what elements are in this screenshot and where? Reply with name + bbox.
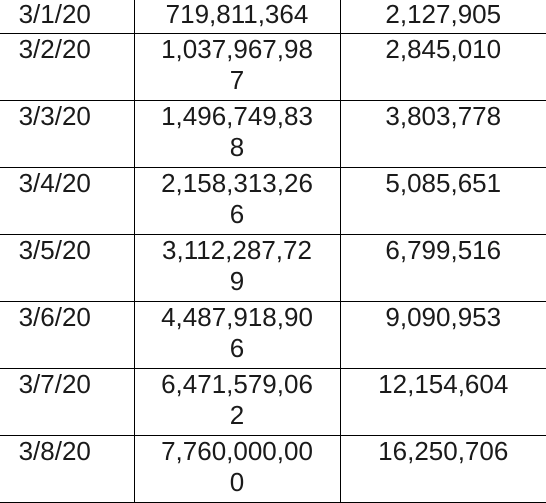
date-text: 3/7/20 <box>18 369 91 400</box>
value-b-text: 12,154,604 <box>378 369 509 400</box>
table-row: 3/2/20 1,037,967,98 7 2,845,010 <box>0 33 546 101</box>
value-a-cell: 1,496,749,83 8 <box>133 100 341 168</box>
table-row: 3/4/20 2,158,313,26 6 5,085,651 <box>0 167 546 235</box>
value-a-cell: 2,158,313,26 6 <box>133 167 341 235</box>
value-a-line2: 0 <box>229 467 245 497</box>
value-a-line2: 6 <box>229 199 245 229</box>
value-b-text: 16,250,706 <box>378 436 509 467</box>
value-b-cell: 2,127,905 <box>339 0 546 34</box>
value-b-text: 6,799,516 <box>385 235 502 266</box>
value-a-line1: 2,158,313,26 <box>161 168 313 199</box>
date-text: 3/5/20 <box>18 235 91 266</box>
value-a-cell: 6,471,579,06 2 <box>133 368 341 436</box>
value-b-cell: 5,085,651 <box>339 167 546 235</box>
date-text: 3/3/20 <box>18 101 91 132</box>
value-b-cell: 3,803,778 <box>339 100 546 168</box>
value-a-cell: 1,037,967,98 7 <box>133 33 341 101</box>
value-a-line1: 1,037,967,98 <box>161 34 313 65</box>
table-row: 3/6/20 4,487,918,90 6 9,090,953 <box>0 301 546 369</box>
value-a-line2: 8 <box>229 132 245 162</box>
value-a-line2: 9 <box>229 266 245 296</box>
date-cell: 3/5/20 <box>0 234 135 302</box>
date-text: 3/1/20 <box>18 0 91 29</box>
date-text: 3/8/20 <box>18 436 91 467</box>
date-cell: 3/2/20 <box>0 33 135 101</box>
date-cell: 3/8/20 <box>0 435 135 503</box>
value-b-text: 5,085,651 <box>385 168 502 199</box>
value-a-line1: 1,496,749,83 <box>161 101 313 132</box>
value-a-line2: 7 <box>229 65 245 95</box>
date-cell: 3/1/20 <box>0 0 135 34</box>
date-cell: 3/3/20 <box>0 100 135 168</box>
date-text: 3/2/20 <box>18 34 91 65</box>
value-b-cell: 12,154,604 <box>339 368 546 436</box>
table-row: 3/1/20 719,811,364 2,127,905 <box>0 0 546 34</box>
date-cell: 3/4/20 <box>0 167 135 235</box>
value-a-line1: 6,471,579,06 <box>161 369 313 400</box>
table-row: 3/3/20 1,496,749,83 8 3,803,778 <box>0 100 546 168</box>
date-cell: 3/7/20 <box>0 368 135 436</box>
value-b-cell: 6,799,516 <box>339 234 546 302</box>
value-b-text: 3,803,778 <box>385 101 502 132</box>
value-a-line2: 6 <box>229 333 245 363</box>
table-row: 3/8/20 7,760,000,00 0 16,250,706 <box>0 435 546 503</box>
table-row: 3/5/20 3,112,287,72 9 6,799,516 <box>0 234 546 302</box>
table-row: 3/7/20 6,471,579,06 2 12,154,604 <box>0 368 546 436</box>
value-b-text: 2,845,010 <box>385 34 502 65</box>
value-b-text: 2,127,905 <box>385 0 502 29</box>
date-cell: 3/6/20 <box>0 301 135 369</box>
value-b-cell: 2,845,010 <box>339 33 546 101</box>
date-text: 3/4/20 <box>18 168 91 199</box>
value-a-cell: 719,811,364 <box>133 0 341 34</box>
value-b-text: 9,090,953 <box>385 302 502 333</box>
value-a-line1: 7,760,000,00 <box>161 436 313 467</box>
value-a-line1: 4,487,918,90 <box>161 302 313 333</box>
value-a-cell: 4,487,918,90 6 <box>133 301 341 369</box>
value-a-cell: 7,760,000,00 0 <box>133 435 341 503</box>
value-b-cell: 16,250,706 <box>339 435 546 503</box>
value-b-cell: 9,090,953 <box>339 301 546 369</box>
value-a-text: 719,811,364 <box>165 0 309 29</box>
date-text: 3/6/20 <box>18 302 91 333</box>
value-a-line2: 2 <box>229 400 245 430</box>
value-a-cell: 3,112,287,72 9 <box>133 234 341 302</box>
value-a-line1: 3,112,287,72 <box>162 235 312 266</box>
